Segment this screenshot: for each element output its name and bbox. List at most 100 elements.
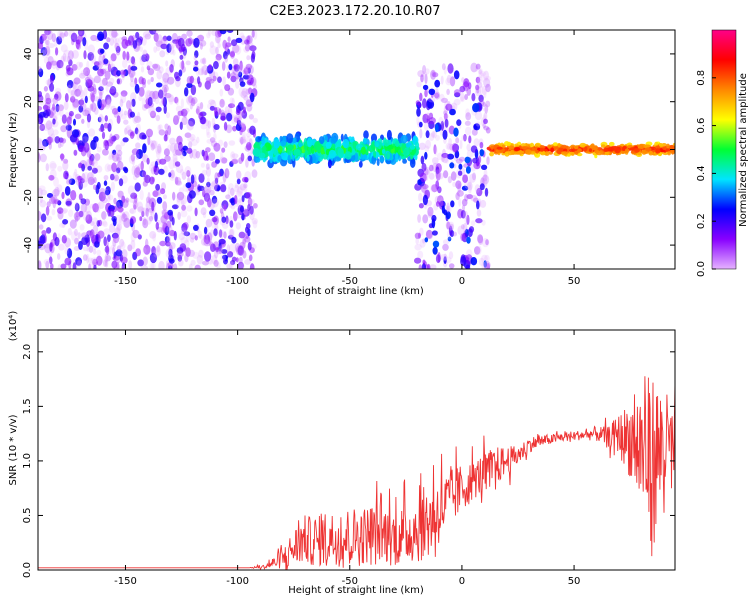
- spectrogram-cell: [246, 135, 251, 144]
- spectrogram-cell: [481, 164, 488, 170]
- spectrogram-cell: [465, 108, 470, 117]
- spectrogram-cell: [418, 203, 424, 209]
- spectrogram-cell: [78, 240, 83, 250]
- spectrogram-cell: [46, 193, 54, 198]
- spectrogram-cell: [428, 88, 436, 96]
- spectrogram-cell: [424, 237, 429, 243]
- spectrogram-cell: [419, 92, 423, 102]
- spectrogram-cell: [238, 263, 245, 269]
- spectrogram-region-noise: [38, 30, 258, 269]
- spectrogram-cell: [169, 64, 174, 73]
- spectrogram-cell: [199, 40, 207, 47]
- y-tick-label: 20: [23, 95, 34, 108]
- spectrogram-cell: [446, 153, 455, 160]
- spectrogram-cell: [415, 237, 420, 245]
- spectrogram-cell: [50, 195, 58, 204]
- spectrogram-cell: [150, 143, 155, 151]
- spectrogram-cell: [416, 107, 421, 117]
- spectrogram-cell: [247, 241, 252, 251]
- spectrogram-cell: [158, 124, 163, 131]
- spectrogram-cell: [429, 264, 437, 269]
- spectrogram-cell: [67, 55, 71, 63]
- spectrogram-cell: [141, 97, 146, 107]
- spectrogram-cell: [167, 76, 175, 85]
- spectrogram-cell: [179, 151, 185, 160]
- spectrogram-cell: [164, 155, 171, 162]
- spectrogram-cell: [179, 121, 183, 130]
- spectrogram-cell: [441, 153, 449, 164]
- spectrogram-cell: [206, 125, 210, 136]
- spectrogram-cell: [482, 102, 486, 107]
- spectrogram-cell: [381, 148, 386, 155]
- spectrogram-cell: [461, 77, 465, 83]
- spectrogram-cell: [102, 220, 107, 226]
- spectrogram-cell: [102, 148, 109, 156]
- spectrogram-cell: [224, 84, 231, 92]
- spectrogram-cell: [218, 229, 225, 238]
- spectrogram-cell: [124, 127, 128, 135]
- spectrogram-cell: [419, 172, 427, 183]
- spectrogram-cell: [448, 138, 452, 146]
- spectrogram-cell: [186, 82, 193, 88]
- spectrogram-cell: [64, 93, 69, 103]
- spectrogram-cell: [60, 125, 67, 133]
- spectrogram-cell: [430, 69, 437, 80]
- spectrogram-cell: [432, 246, 438, 255]
- spectrogram-cell: [230, 114, 238, 125]
- spectrogram-cell: [52, 188, 60, 197]
- spectrogram-cell: [53, 199, 61, 205]
- spectrogram-cell: [47, 56, 54, 65]
- spectrogram-cell: [253, 203, 258, 209]
- spectrogram-cell: [167, 94, 175, 103]
- spectrogram-cell: [473, 161, 481, 170]
- spectrogram-cell: [74, 201, 79, 211]
- spectrogram-cell: [134, 167, 141, 178]
- spectrogram-cell: [45, 163, 49, 172]
- spectrogram-cell: [481, 219, 486, 226]
- spectrogram-cell: [165, 60, 169, 67]
- spectrogram-cell: [44, 46, 51, 56]
- spectrogram-cell: [86, 246, 91, 252]
- spectrogram-cell: [103, 122, 109, 129]
- spectrogram-cell: [141, 134, 147, 140]
- spectrogram-cell: [102, 188, 110, 198]
- spectrogram-cell: [484, 104, 489, 114]
- spectrogram-cell: [142, 217, 147, 226]
- spectrogram-cell: [420, 74, 424, 83]
- spectrogram-cell: [103, 180, 108, 186]
- spectrogram-cell: [229, 261, 234, 269]
- spectrogram-cell: [180, 209, 188, 218]
- spectrogram-cell: [117, 106, 121, 113]
- spectrogram-cell: [535, 149, 539, 154]
- spectrogram-cell: [223, 203, 227, 210]
- spectrogram-cell: [539, 147, 544, 152]
- spectrogram-cell: [202, 260, 209, 266]
- spectrogram-cell: [655, 148, 661, 154]
- spectrogram-cell: [114, 174, 120, 182]
- spectrogram-cell: [219, 156, 226, 164]
- spectrogram-cell: [89, 153, 93, 164]
- spectrogram-cell: [156, 245, 161, 253]
- spectrogram-cell: [431, 230, 438, 236]
- spectrogram-cell: [459, 85, 466, 93]
- spectrogram-cell: [143, 244, 151, 255]
- x-tick-label: 50: [568, 576, 581, 587]
- spectrogram-cell: [485, 239, 489, 246]
- spectrogram-cell: [479, 71, 486, 77]
- spectrogram-cell: [82, 132, 89, 143]
- spectrogram-cell: [49, 162, 57, 169]
- spectrogram-cell: [140, 207, 148, 217]
- spectrogram-cell: [117, 149, 123, 157]
- spectrogram-cell: [132, 200, 138, 210]
- spectrogram-cell: [159, 50, 166, 58]
- spectrogram-cell: [200, 162, 205, 168]
- spectrogram-cell: [208, 63, 213, 72]
- spectrogram-cell: [246, 103, 253, 112]
- x-tick-label: -150: [114, 576, 137, 587]
- spectrogram-cell: [137, 39, 141, 48]
- spectrogram-cell: [219, 30, 227, 35]
- spectrogram-cell: [94, 153, 101, 161]
- spectrogram-cell: [52, 103, 56, 111]
- spectrogram-cell: [233, 64, 238, 70]
- spectrogram-cell: [311, 145, 315, 154]
